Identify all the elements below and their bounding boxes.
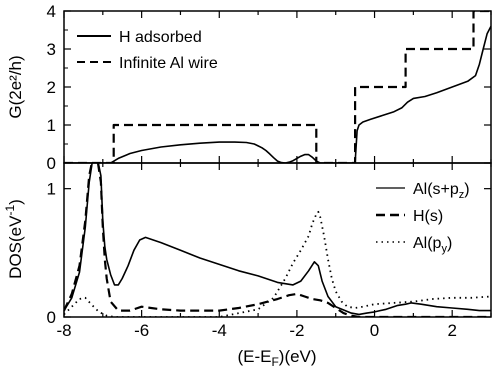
bottom-panel: DOS(eV-1) 0 1 -8 -6 -4 -2 0 2 (E-EF)(eV) Al(s+p… <box>3 163 492 368</box>
bottom-xtick-label: -8 <box>56 321 71 340</box>
bottom-xtick-label: -2 <box>289 321 304 340</box>
top-series-solid-line <box>64 25 491 163</box>
frames <box>63 10 492 318</box>
top-legend: H adsorbed Infinite Al wire <box>77 29 218 72</box>
top-ytick-label: 2 <box>47 78 56 97</box>
bottom-series-group <box>64 163 491 317</box>
legend-label-al-py: Al(py) <box>413 235 452 255</box>
bottom-xtick-label: -4 <box>212 321 227 340</box>
top-ticks: 0 1 2 3 4 <box>47 2 492 173</box>
top-panel: G(2e²/h) 0 1 2 3 4 H adsorbed Infinite Al wi… <box>6 2 492 173</box>
top-ytick-label: 0 <box>47 154 56 173</box>
top-series-dashed-line <box>64 11 491 163</box>
bottom-panel-frame <box>63 162 492 318</box>
bottom-ylabel: DOS(eV-1) <box>3 199 25 279</box>
legend-label-h-s: H(s) <box>413 208 443 225</box>
legend-label-infinite-al-wire: Infinite Al wire <box>119 55 218 72</box>
bottom-series-dotted-line <box>64 210 491 317</box>
top-ytick-label: 3 <box>47 40 56 59</box>
top-ytick-label: 4 <box>47 2 56 21</box>
bottom-series-dashed-line <box>64 163 491 317</box>
top-ylabel: G(2e²/h) <box>6 55 25 118</box>
bottom-ytick-label: 1 <box>47 180 56 199</box>
bottom-xtick-label: 2 <box>447 321 456 340</box>
bottom-ticks: 0 1 -8 -6 -4 -2 0 2 <box>47 163 492 340</box>
legend-label-al-s-pz: Al(s+pz) <box>413 181 470 201</box>
bottom-legend: Al(s+pz) H(s) Al(py) <box>376 181 470 255</box>
bottom-xtick-label: 0 <box>370 321 379 340</box>
top-ytick-label: 1 <box>47 116 56 135</box>
legend-label-h-adsorbed: H adsorbed <box>119 29 202 46</box>
bottom-xtick-label: -6 <box>134 321 149 340</box>
bottom-xlabel: (E-EF)(eV) <box>237 347 316 368</box>
top-series-group <box>64 11 491 163</box>
bottom-ytick-label: 0 <box>47 308 56 327</box>
